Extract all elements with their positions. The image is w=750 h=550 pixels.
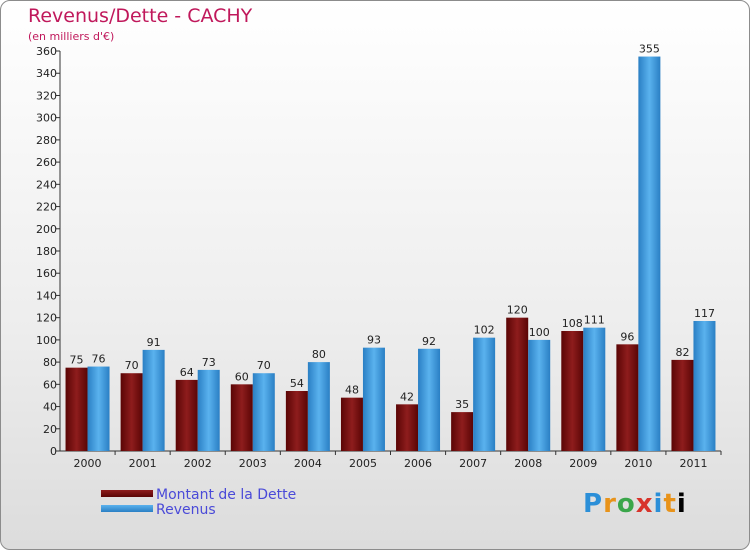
value-label-dette: 82 [675, 346, 689, 359]
x-tick-label: 2006 [404, 457, 432, 470]
bar-revenus [197, 369, 220, 451]
x-tick-label: 2010 [624, 457, 652, 470]
bar-dette [175, 379, 198, 451]
y-tick-label: 140 [36, 289, 57, 302]
chart-title: Revenus/Dette - CACHY [28, 5, 253, 27]
bar-dette [230, 384, 253, 451]
bar-dette [285, 391, 308, 451]
bar-revenus [528, 339, 551, 451]
bar-dette [561, 331, 584, 451]
y-tick-label: 220 [36, 201, 57, 214]
y-axis: 0 20 40 60 80 100 120 140 160 180 200 220 240 260 280 3… [36, 45, 61, 458]
x-tick-label: 2007 [459, 457, 487, 470]
bar-dette [340, 397, 363, 451]
value-label-dette: 64 [180, 366, 194, 379]
value-label-dette: 42 [400, 390, 414, 403]
x-axis: 2000 2001 2002 2003 2004 2005 2006 2007 2008 2009… [60, 450, 722, 470]
x-tick-label: 2000 [74, 457, 102, 470]
value-label-revenus: 355 [639, 43, 660, 56]
value-label-dette: 96 [620, 330, 634, 343]
y-tick-label: 340 [36, 67, 57, 80]
bar-revenus [473, 337, 496, 451]
y-tick-label: 60 [43, 378, 57, 391]
x-tick-label: 2008 [514, 457, 542, 470]
value-label-dette: 54 [290, 377, 304, 390]
value-label-revenus: 111 [584, 314, 605, 327]
bar-revenus [307, 362, 330, 451]
value-label-dette: 108 [562, 317, 583, 330]
legend-label-revenus: Revenus [156, 502, 216, 518]
y-tick-label: 240 [36, 178, 57, 191]
value-label-dette: 60 [235, 370, 249, 383]
bar-dette [671, 359, 694, 451]
bar-dette [451, 412, 474, 451]
y-tick-label: 360 [36, 45, 57, 58]
bar-revenus [638, 56, 661, 452]
value-label-dette: 120 [507, 304, 528, 317]
value-label-revenus: 102 [474, 324, 495, 337]
value-label-revenus: 76 [92, 353, 106, 366]
x-tick-label: 2001 [129, 457, 157, 470]
bar-dette [65, 367, 88, 451]
legend-swatch-revenus [101, 505, 153, 512]
value-label-revenus: 93 [367, 334, 381, 347]
bar-dette [396, 404, 419, 451]
chart-subtitle: (en milliers d'€) [28, 30, 115, 43]
x-tick-label: 2005 [349, 457, 377, 470]
value-label-dette: 75 [70, 354, 84, 367]
bar-revenus [583, 327, 606, 451]
bar-revenus [418, 348, 441, 451]
y-tick-label: 160 [36, 267, 57, 280]
value-label-revenus: 92 [422, 335, 436, 348]
y-tick-label: 80 [43, 356, 57, 369]
value-label-revenus: 73 [202, 356, 216, 369]
x-tick-label: 2011 [679, 457, 707, 470]
value-label-revenus: 70 [257, 359, 271, 372]
y-tick-label: 260 [36, 156, 57, 169]
bar-dette [616, 344, 639, 451]
y-tick-label: 20 [43, 423, 57, 436]
bar-revenus [362, 347, 385, 451]
x-tick-label: 2004 [294, 457, 322, 470]
y-tick-label: 100 [36, 334, 57, 347]
legend-swatch-dette [101, 490, 153, 497]
value-label-dette: 70 [125, 359, 139, 372]
y-tick-label: 180 [36, 245, 57, 258]
x-tick-label: 2002 [184, 457, 212, 470]
y-tick-label: 120 [36, 312, 57, 325]
value-label-dette: 48 [345, 384, 359, 397]
proxiti-logo: Proxiti [583, 489, 687, 519]
y-tick-label: 300 [36, 112, 57, 125]
bar-revenus [142, 349, 165, 451]
bars [65, 56, 716, 452]
x-tick-label: 2003 [239, 457, 267, 470]
bar-revenus [693, 321, 716, 451]
value-label-revenus: 80 [312, 348, 326, 361]
bar-revenus [252, 373, 275, 451]
bar-revenus [87, 366, 110, 451]
bar-dette [506, 317, 529, 451]
y-tick-label: 200 [36, 223, 57, 236]
value-label-dette: 35 [455, 398, 469, 411]
value-label-revenus: 100 [529, 326, 550, 339]
bar-dette [120, 373, 143, 451]
value-label-revenus: 91 [147, 336, 161, 349]
value-label-revenus: 117 [694, 307, 715, 320]
y-tick-label: 0 [50, 445, 57, 458]
y-tick-label: 280 [36, 134, 57, 147]
legend-label-dette: Montant de la Dette [156, 487, 297, 503]
y-tick-label: 40 [43, 401, 57, 414]
x-tick-label: 2009 [569, 457, 597, 470]
y-tick-label: 320 [36, 89, 57, 102]
